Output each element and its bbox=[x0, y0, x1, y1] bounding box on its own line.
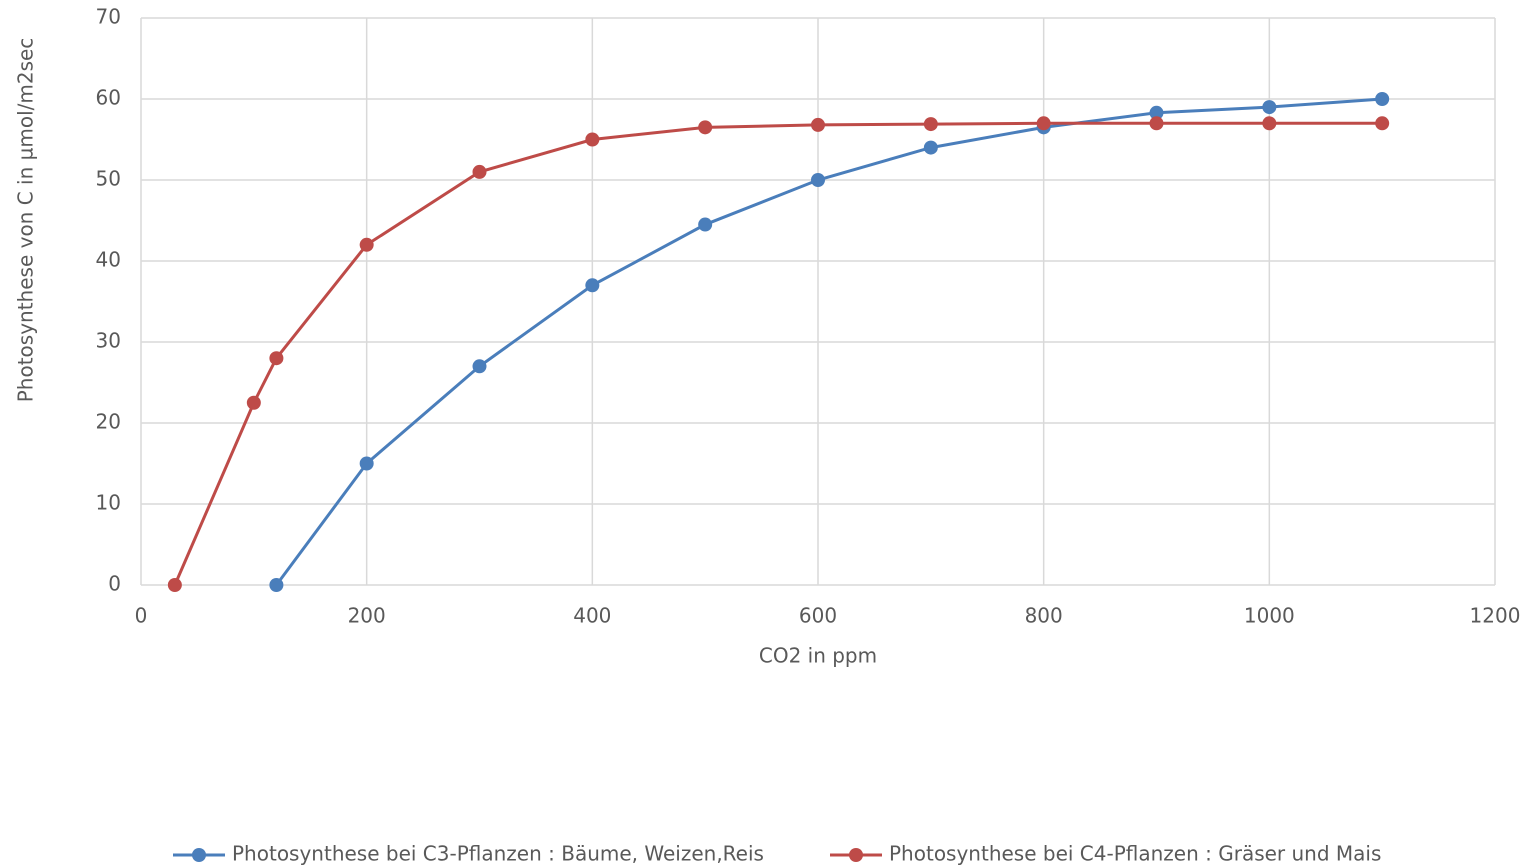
x-tick-label: 800 bbox=[1025, 604, 1063, 628]
data-point bbox=[585, 278, 600, 293]
legend-marker bbox=[192, 848, 206, 862]
data-point bbox=[698, 217, 713, 232]
data-point bbox=[472, 164, 487, 179]
data-point bbox=[1149, 116, 1164, 131]
data-point bbox=[923, 140, 938, 155]
data-point bbox=[1262, 116, 1277, 131]
y-axis-label: Photosynthese von C in µmol/m2sec bbox=[14, 38, 38, 403]
y-tick-label: 60 bbox=[96, 86, 121, 110]
data-point bbox=[1375, 116, 1390, 131]
data-point bbox=[359, 456, 374, 471]
data-point bbox=[923, 117, 938, 132]
y-tick-label: 30 bbox=[96, 329, 121, 353]
x-axis-label: CO2 in ppm bbox=[759, 644, 877, 668]
y-tick-label: 50 bbox=[96, 167, 121, 191]
data-point bbox=[472, 359, 487, 374]
data-point bbox=[811, 117, 825, 132]
x-tick-label: 1000 bbox=[1244, 604, 1295, 628]
data-point bbox=[269, 351, 284, 366]
series-line bbox=[173, 121, 1383, 586]
x-tick-label: 0 bbox=[135, 604, 148, 628]
data-point bbox=[698, 120, 713, 135]
y-tick-label: 10 bbox=[96, 491, 121, 515]
legend-marker bbox=[849, 848, 863, 862]
data-point bbox=[167, 578, 182, 592]
x-tick-label: 1200 bbox=[1470, 604, 1521, 628]
y-tick-label: 70 bbox=[96, 5, 121, 29]
legend-label: Photosynthese bei C3-Pflanzen : Bäume, W… bbox=[232, 842, 764, 866]
y-tick-label: 0 bbox=[108, 572, 121, 596]
data-point bbox=[269, 578, 284, 592]
data-point bbox=[1036, 116, 1051, 131]
data-point bbox=[1149, 105, 1164, 120]
data-point bbox=[811, 173, 825, 187]
x-tick-label: 600 bbox=[799, 604, 837, 628]
x-tick-label: 200 bbox=[348, 604, 386, 628]
x-tick-label: 400 bbox=[573, 604, 611, 628]
data-point bbox=[585, 132, 600, 147]
data-point bbox=[359, 237, 374, 252]
data-point bbox=[1262, 100, 1277, 115]
y-tick-label: 40 bbox=[96, 248, 121, 272]
y-tick-label: 20 bbox=[96, 410, 121, 434]
data-point bbox=[1375, 92, 1390, 106]
data-point bbox=[246, 395, 261, 410]
legend-label: Photosynthese bei C4-Pflanzen : Gräser u… bbox=[889, 842, 1381, 866]
